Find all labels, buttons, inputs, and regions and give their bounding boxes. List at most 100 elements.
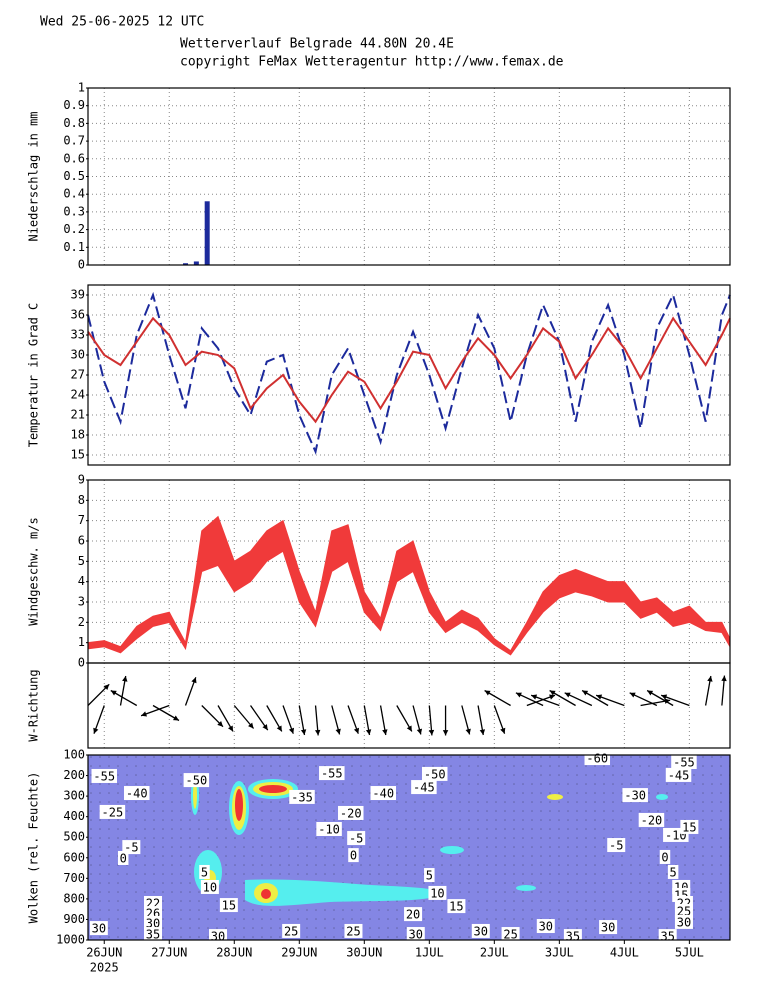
y-tick-label: 0.9 [63, 98, 85, 112]
humidity-band [245, 879, 445, 906]
contour-label-bg [282, 923, 301, 938]
y-tick-label: 700 [63, 871, 85, 885]
wind-arrow [87, 683, 110, 706]
arrow-head [382, 729, 388, 736]
contour-label-bg [347, 831, 366, 846]
y-tick-label: 400 [63, 809, 85, 823]
contour-label-bg [144, 927, 163, 942]
contour-label: 5 [669, 865, 676, 879]
humidity-patch [261, 889, 271, 899]
y-tick-label: 200 [63, 768, 85, 782]
wind-arrow [249, 705, 269, 731]
contour-label-bg [338, 805, 364, 820]
wind-arrow [412, 705, 423, 735]
y-tick-label: 18 [71, 428, 85, 442]
wind-arrow [493, 705, 506, 734]
contour-label-bg [411, 780, 437, 795]
year-label: 2025 [90, 961, 119, 975]
contour-label: 10 [430, 886, 444, 900]
y-tick-label: 24 [71, 388, 85, 402]
contour-label: 5 [426, 869, 433, 883]
y-tick-label: 2 [78, 615, 85, 629]
contour-label: -45 [413, 781, 435, 795]
contour-label-bg [348, 848, 359, 863]
contour-label: 15 [449, 900, 463, 914]
contour-label: 25 [346, 924, 360, 938]
y-tick-label: 600 [63, 850, 85, 864]
contour-label-bg [404, 907, 423, 922]
panel-frame [87, 284, 731, 466]
arrow-head [191, 677, 197, 684]
contour-label-bg [406, 927, 425, 942]
wind-arrow [721, 675, 727, 706]
humidity-patch [516, 885, 536, 891]
contour-label: 30 [677, 915, 691, 929]
contour-label-bg [680, 819, 699, 834]
y-tick-label: 900 [63, 912, 85, 926]
contour-label: -55 [673, 755, 695, 769]
y-tick-label: 0.1 [63, 240, 85, 254]
arrow-head [110, 690, 117, 696]
y-tick-label: 15 [71, 448, 85, 462]
contour-label-bg [674, 914, 693, 929]
contour-label-bg [607, 838, 626, 853]
contour-label-bg [319, 766, 345, 781]
contour-label-bg [200, 879, 219, 894]
contour-label: -55 [321, 767, 343, 781]
contour-label: -50 [186, 774, 208, 788]
y-tick-label: 0.3 [63, 204, 85, 218]
contour-label: 30 [601, 921, 615, 935]
contour-label-bg [659, 849, 671, 864]
contour-label: -30 [624, 789, 646, 803]
wind-arrow [461, 705, 471, 735]
wind-arrow [347, 705, 360, 734]
arrow-head [141, 711, 148, 717]
contour-label-bg [424, 868, 435, 883]
contour-label: -5 [349, 832, 363, 846]
y-tick-label: 33 [71, 328, 85, 342]
y-tick-label: 1 [78, 81, 85, 95]
contour-label-bg [89, 921, 108, 936]
arrow-head [217, 721, 223, 727]
y-axis-label: Niederschlag in mm [27, 111, 41, 241]
contour-label: 25 [503, 928, 517, 942]
arrow-head [335, 728, 341, 735]
wind-arrow [581, 689, 609, 707]
arrow-head [428, 729, 435, 736]
y-tick-label: 5 [78, 554, 85, 568]
arrow-head [664, 698, 671, 704]
contour-label-bg [447, 899, 466, 914]
contour-label: -20 [340, 806, 362, 820]
humidity-patch [547, 794, 563, 800]
arrow-head [582, 690, 589, 696]
contour-label: -45 [668, 768, 690, 782]
wind-arrow [363, 705, 372, 736]
y-tick-label: 800 [63, 891, 85, 905]
arrow-head [442, 730, 449, 736]
y-tick-label: 8 [78, 493, 85, 507]
x-tick-label: 5JUL [675, 946, 704, 960]
wind-arrow [379, 705, 388, 736]
contour-label: 20 [406, 908, 420, 922]
humidity-patch [235, 789, 243, 821]
contour-label: -60 [586, 752, 608, 766]
y-tick-label: 21 [71, 408, 85, 422]
arrow-head [288, 727, 295, 734]
x-tick-label: 2JUL [480, 946, 509, 960]
wind-arrow [515, 692, 544, 707]
x-tick-label: 1JUL [415, 946, 444, 960]
header-copyright: copyright FeMax Wetteragentur http://www… [180, 55, 564, 70]
x-tick-label: 4JUL [610, 946, 639, 960]
arrow-head [647, 690, 654, 696]
arrow-head [122, 675, 128, 682]
humidity-patch [656, 794, 668, 800]
y-tick-label: 39 [71, 288, 85, 302]
y-tick-label: 1 [78, 635, 85, 649]
arrow-head [515, 692, 522, 698]
wind-arrow [595, 694, 625, 707]
precip-bar [204, 201, 210, 265]
temperature-line [87, 316, 731, 424]
wind-arrow [119, 675, 128, 706]
contour-label-bg [316, 822, 342, 836]
